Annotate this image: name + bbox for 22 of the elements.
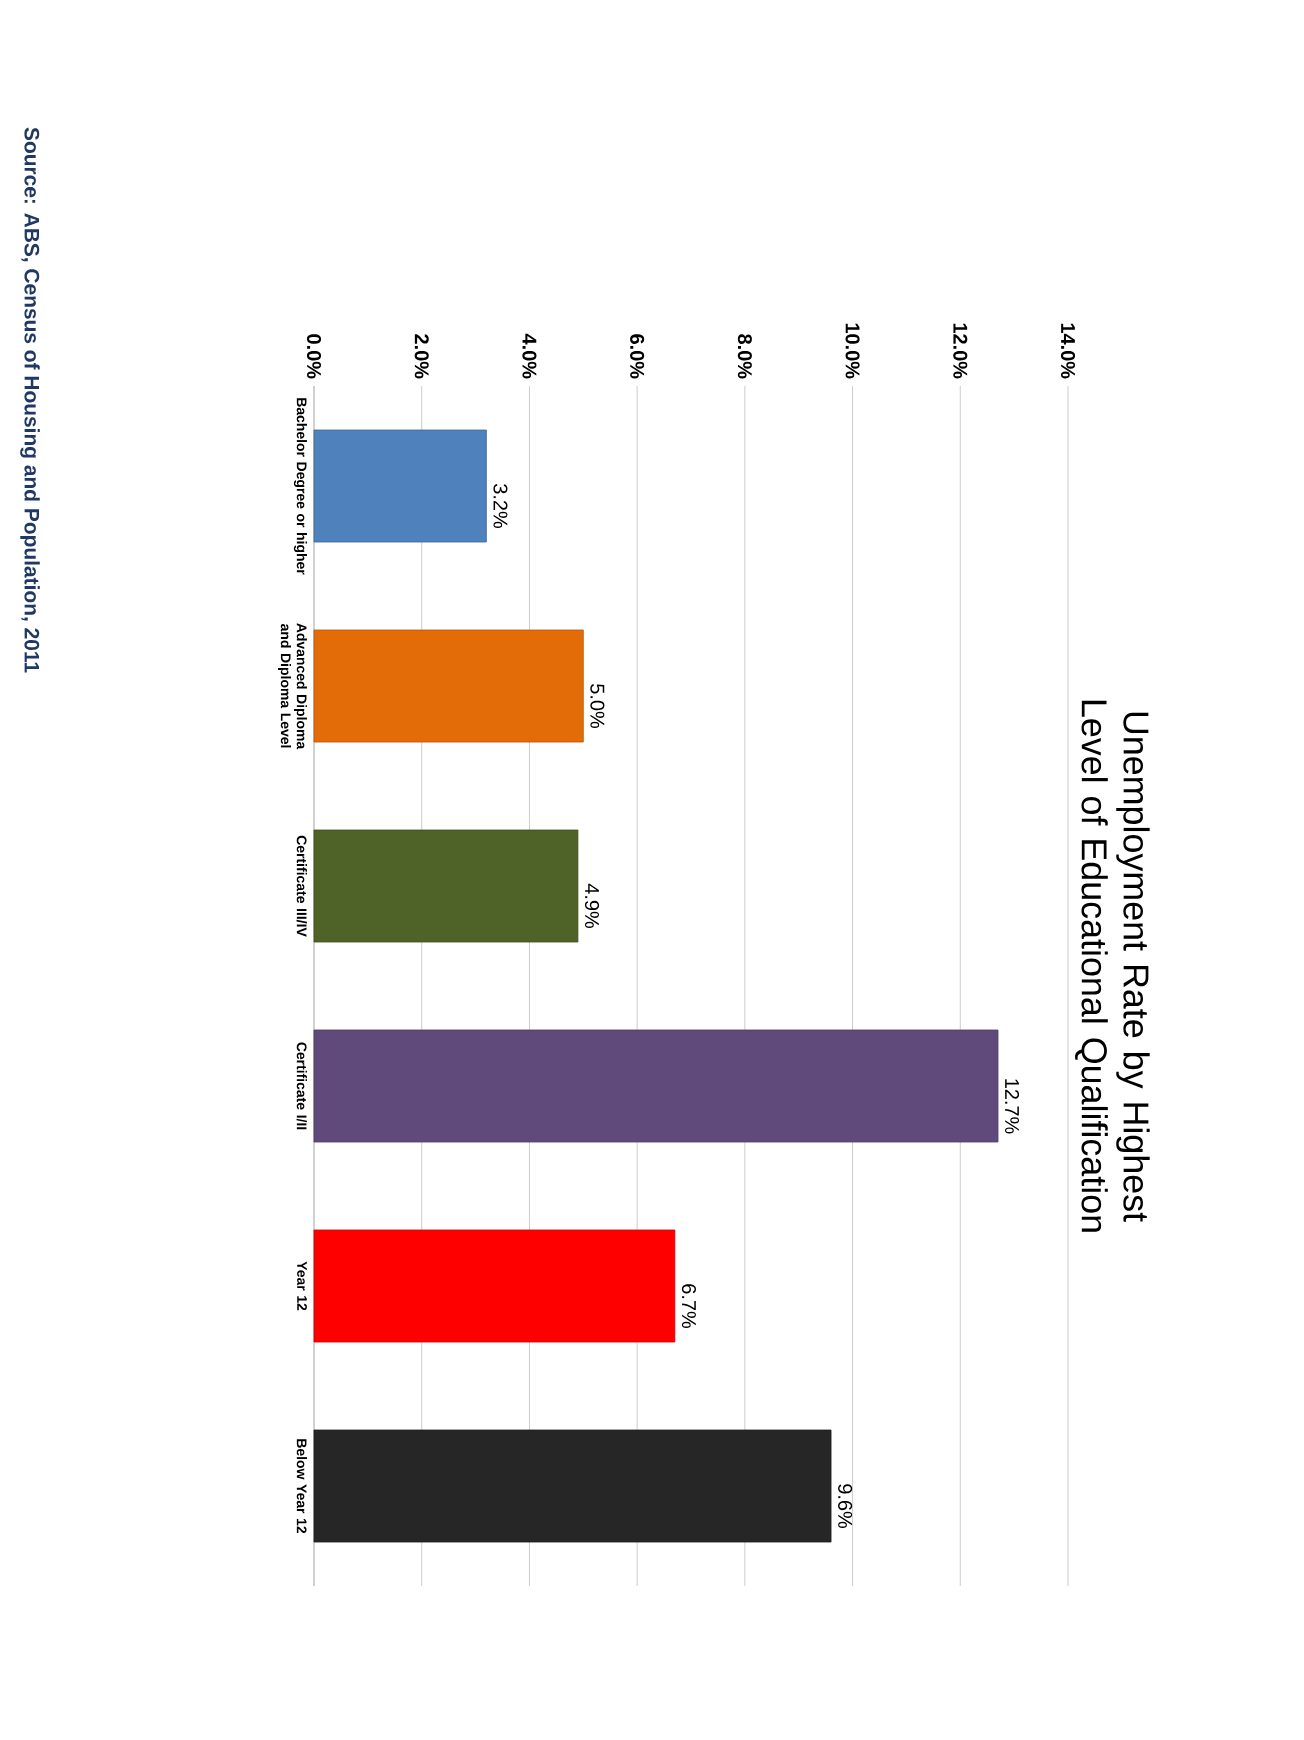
x-tick-label: 2.0%	[414, 334, 429, 379]
x-tick-label: 0.0%	[306, 334, 322, 379]
data-label: 5.0%	[590, 684, 605, 729]
bar	[313, 629, 584, 743]
x-tick-label: 6.0%	[630, 334, 645, 379]
x-tick-label: 10.0%	[845, 323, 860, 379]
data-label: 9.6%	[838, 1484, 853, 1529]
data-label: 6.7%	[681, 1284, 696, 1329]
bar	[313, 429, 487, 543]
source-note: Source: ABS, Census of Housing and Population, 2011	[20, 127, 40, 673]
x-tick-label: 14.0%	[1060, 323, 1076, 379]
data-label: 3.2%	[493, 484, 508, 529]
bar	[313, 1429, 832, 1543]
x-tick-label: 8.0%	[737, 334, 752, 379]
x-tick-label: 4.0%	[522, 333, 537, 379]
data-label: 4.9%	[584, 883, 600, 929]
x-tick-label: 12.0%	[953, 323, 968, 379]
data-label: 12.7%	[1005, 1079, 1020, 1134]
bar	[313, 1029, 999, 1143]
bar	[313, 829, 579, 943]
bar	[313, 1229, 676, 1343]
text: Unemployment Rate by Highest Level of Educational Qualification	[1075, 700, 1150, 1232]
